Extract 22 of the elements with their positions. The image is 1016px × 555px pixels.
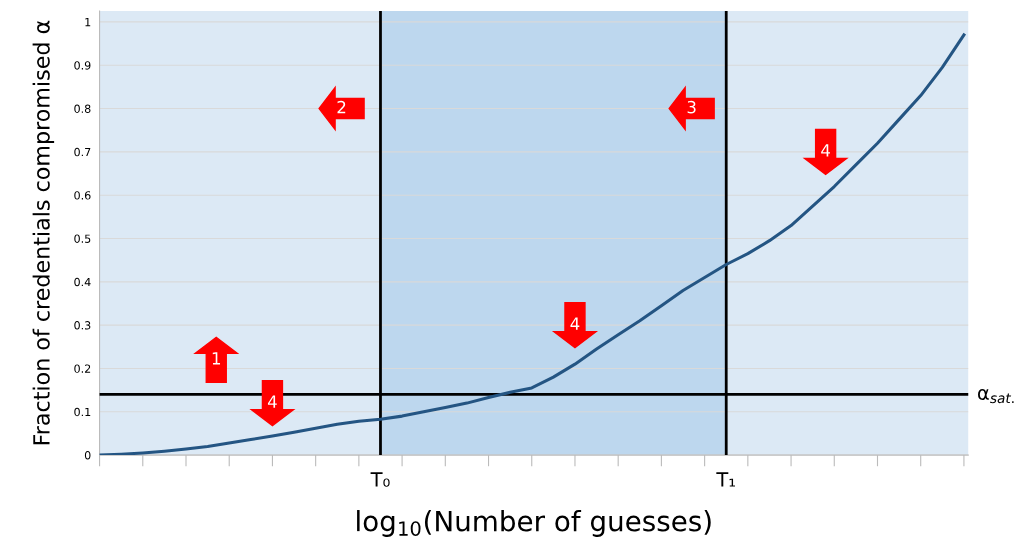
annotation: 4	[267, 395, 277, 408]
x-tick-label: T₁	[716, 472, 735, 487]
y-tick-label: 0.2	[74, 364, 91, 373]
y-tick-label: 1	[85, 18, 91, 27]
y-tick-label: 0.4	[74, 277, 91, 287]
annotation: 3	[687, 100, 696, 114]
y-tick-label: 0.7	[74, 147, 91, 157]
y-tick-label: 0.1	[74, 407, 91, 417]
annotation: 1	[212, 352, 221, 365]
y-tick-label: 0.8	[74, 104, 91, 113]
annotation: 2	[337, 100, 346, 114]
y-tick-label: 0	[84, 451, 91, 460]
ref-line-label: α$_{sat.}$	[978, 388, 1014, 404]
annotation: 4	[821, 144, 830, 157]
y-tick-label: 0.6	[74, 191, 91, 200]
x-tick-label: T₀	[370, 472, 390, 487]
y-tick-label: 0.3	[74, 321, 91, 330]
y-tick-label: 0.5	[74, 234, 91, 243]
annotation: 4	[570, 317, 580, 330]
y-axis-title: Fraction of credentials compromised α	[32, 20, 55, 445]
y-tick-label: 0.9	[74, 61, 91, 70]
x-axis-title: log$_{10}$(Number of guesses)	[357, 510, 711, 537]
